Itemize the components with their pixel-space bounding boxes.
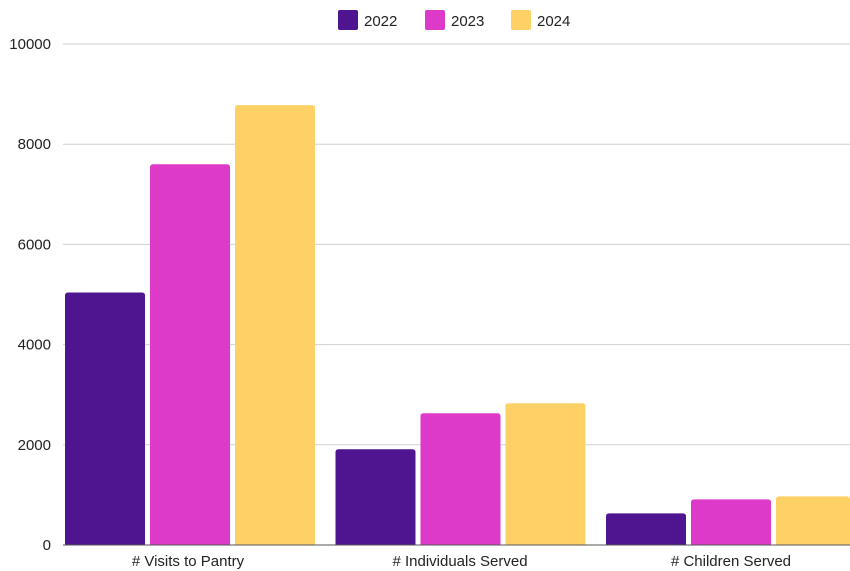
bar-2023-1 [420,413,501,545]
legend: 2022 2023 2024 [338,10,570,30]
bar-2024-0 [235,105,315,545]
bar-2022-0 [65,292,145,545]
x-category-label: # Visits to Pantry [132,553,245,570]
y-tick-label: 4000 [18,337,51,354]
bar-2022-1 [335,449,416,545]
legend-item-2024: 2024 [511,10,570,30]
legend-swatch [338,10,358,30]
legend-label: 2022 [364,13,397,30]
legend-item-2023: 2023 [425,10,484,30]
legend-swatch [425,10,445,30]
bar-2022-2 [606,513,686,545]
legend-item-2022: 2022 [338,10,397,30]
legend-label: 2024 [537,13,570,30]
bar-2023-0 [150,164,230,546]
bars [65,105,850,546]
bar-2024-1 [505,403,586,545]
legend-label: 2023 [451,13,484,30]
y-tick-label: 8000 [18,136,51,153]
legend-swatch [511,10,531,30]
x-category-label: # Children Served [671,553,791,570]
x-axis-categories: # Visits to Pantry # Individuals Served # … [132,553,791,570]
y-axis-ticks: 0 2000 4000 6000 8000 10000 [9,36,51,554]
bar-2024-2 [776,496,850,545]
x-category-label: # Individuals Served [392,553,527,570]
y-tick-label: 0 [43,537,51,554]
y-tick-label: 2000 [18,437,51,454]
y-tick-label: 6000 [18,236,51,253]
y-tick-label: 10000 [9,36,51,53]
bar-2023-2 [691,499,771,545]
